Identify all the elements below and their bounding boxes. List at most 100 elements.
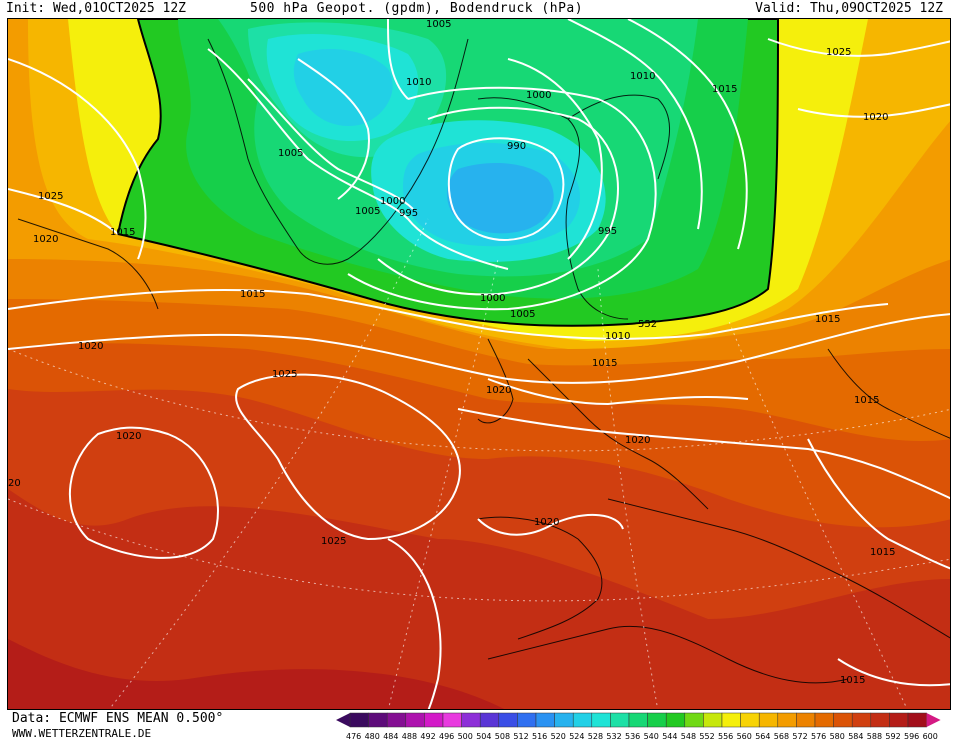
legend-tick-label: 524: [569, 732, 584, 741]
legend-swatch: [498, 712, 518, 728]
legend-arrow-high: [926, 713, 941, 727]
isobar-labels: 1005 1010 1015 1000 990 1005 995 1000 10…: [8, 19, 895, 686]
legend-swatch: [870, 712, 890, 728]
legend-swatch: [517, 712, 537, 728]
legend-swatch: [349, 712, 369, 728]
legend-tick-label: 528: [588, 732, 603, 741]
legend-swatch: [368, 712, 388, 728]
legend-swatch: [405, 712, 425, 728]
legend-tick-label: 596: [904, 732, 919, 741]
legend-swatch: [572, 712, 593, 728]
map-header: Init: Wed,01OCT2025 12Z 500 hPa Geopot. …: [0, 0, 959, 18]
isobar-label: 1025: [321, 536, 346, 547]
legend-swatch: [907, 712, 927, 728]
legend-tick-label: 576: [811, 732, 826, 741]
legend-tick-label: 600: [923, 732, 938, 741]
legend-swatch: [535, 712, 555, 728]
init-time: Init: Wed,01OCT2025 12Z: [6, 1, 187, 16]
legend-swatch: [758, 712, 779, 728]
isobar-label: 1025: [38, 191, 63, 202]
legend-tick-label: 476: [346, 732, 361, 741]
isobar-label: 1000: [526, 90, 551, 101]
map-title: 500 hPa Geopot. (gpdm), Bodendruck (hPa): [250, 1, 584, 16]
isobar-label: 990: [507, 141, 526, 152]
isobar-label: 1010: [605, 331, 630, 342]
legend-tick-label: 588: [867, 732, 882, 741]
isobar-label: 995: [399, 208, 418, 219]
legend-tick-label: 556: [718, 732, 733, 741]
isobar-label: 1005: [355, 206, 380, 217]
legend-tick-label: 488: [402, 732, 417, 741]
legend-swatch: [777, 712, 797, 728]
legend-tick-label: 512: [513, 732, 528, 741]
weather-map: 1005 1010 1015 1000 990 1005 995 1000 10…: [7, 18, 951, 710]
isobar-label: 995: [598, 226, 617, 237]
legend-tick-label: 592: [885, 732, 900, 741]
isobar-label: 1015: [870, 547, 895, 558]
legend-tick-label: 516: [532, 732, 547, 741]
legend-swatch: [665, 712, 686, 728]
legend-tick-label: 500: [458, 732, 473, 741]
isobar-label: 1005: [426, 19, 451, 30]
legend-swatch: [740, 712, 760, 728]
isobar-label: 1000: [380, 196, 405, 207]
isobar-label: 1015: [854, 395, 879, 406]
legend-tick-label: 508: [495, 732, 510, 741]
color-legend: 476 480 484 488 492 496 500 504 508 512 516 520 524 5…: [336, 711, 956, 741]
isobar-label: 1015: [110, 227, 135, 238]
legend-swatch: [442, 712, 462, 728]
website-link[interactable]: WWW.WETTERZENTRALE.DE: [12, 727, 152, 740]
isobar-label: 1015: [712, 84, 737, 95]
data-source: Data: ECMWF ENS MEAN 0.500°: [12, 711, 224, 726]
legend-tick-label: 480: [365, 732, 380, 741]
legend-tick-label: 536: [625, 732, 640, 741]
legend-tick-label: 496: [439, 732, 454, 741]
legend-tick-label: 540: [644, 732, 659, 741]
isobar-label: 1015: [240, 289, 265, 300]
legend-tick-label: 564: [755, 732, 770, 741]
legend-swatch: [386, 712, 407, 728]
legend-swatch: [479, 712, 500, 728]
isobar-label: 1015: [592, 358, 617, 369]
isobar-label: 1005: [278, 148, 303, 159]
isobar-label: 1010: [406, 77, 431, 88]
legend-swatch: [628, 712, 648, 728]
isobar-label: 1010: [630, 71, 655, 82]
legend-swatch: [684, 712, 704, 728]
legend-tick-label: 580: [830, 732, 845, 741]
isobar-label: 1020: [625, 435, 650, 446]
isobar-label: 1015: [840, 675, 865, 686]
isobar-label: 1020: [78, 341, 103, 352]
isobar-label: 1020: [863, 112, 888, 123]
legend-tick-label: 544: [662, 732, 677, 741]
legend-swatch: [591, 712, 611, 728]
isobar-label: 1020: [486, 385, 511, 396]
legend-swatch: [703, 712, 723, 728]
legend-tick-label: 520: [551, 732, 566, 741]
isobar-label: 1020: [33, 234, 58, 245]
isobar-label: 1025: [272, 369, 297, 380]
legend-tick-label: 548: [681, 732, 696, 741]
isobar-label: 552: [638, 319, 657, 330]
legend-tick-label: 532: [606, 732, 621, 741]
legend-tick-label: 572: [792, 732, 807, 741]
valid-time: Valid: Thu,09OCT2025 12Z: [755, 1, 943, 16]
legend-tick-label: 492: [420, 732, 435, 741]
legend-swatch: [851, 712, 872, 728]
legend-swatch: [610, 712, 630, 728]
legend-tick-label: 568: [774, 732, 789, 741]
legend-tick-label: 560: [737, 732, 752, 741]
isobar-label: 1005: [510, 309, 535, 320]
legend-tick-label: 584: [848, 732, 863, 741]
isobar-label: 20: [8, 478, 21, 489]
isobar-label: 1020: [534, 517, 559, 528]
legend-swatch: [461, 712, 481, 728]
legend-swatch: [889, 712, 909, 728]
legend-tick-label: 484: [383, 732, 398, 741]
legend-arrow-low: [336, 713, 350, 727]
legend-swatch: [424, 712, 444, 728]
legend-tick-label: 552: [699, 732, 714, 741]
isobar-label: 1020: [116, 431, 141, 442]
legend-swatch: [721, 712, 741, 728]
isobar-label: 1015: [815, 314, 840, 325]
